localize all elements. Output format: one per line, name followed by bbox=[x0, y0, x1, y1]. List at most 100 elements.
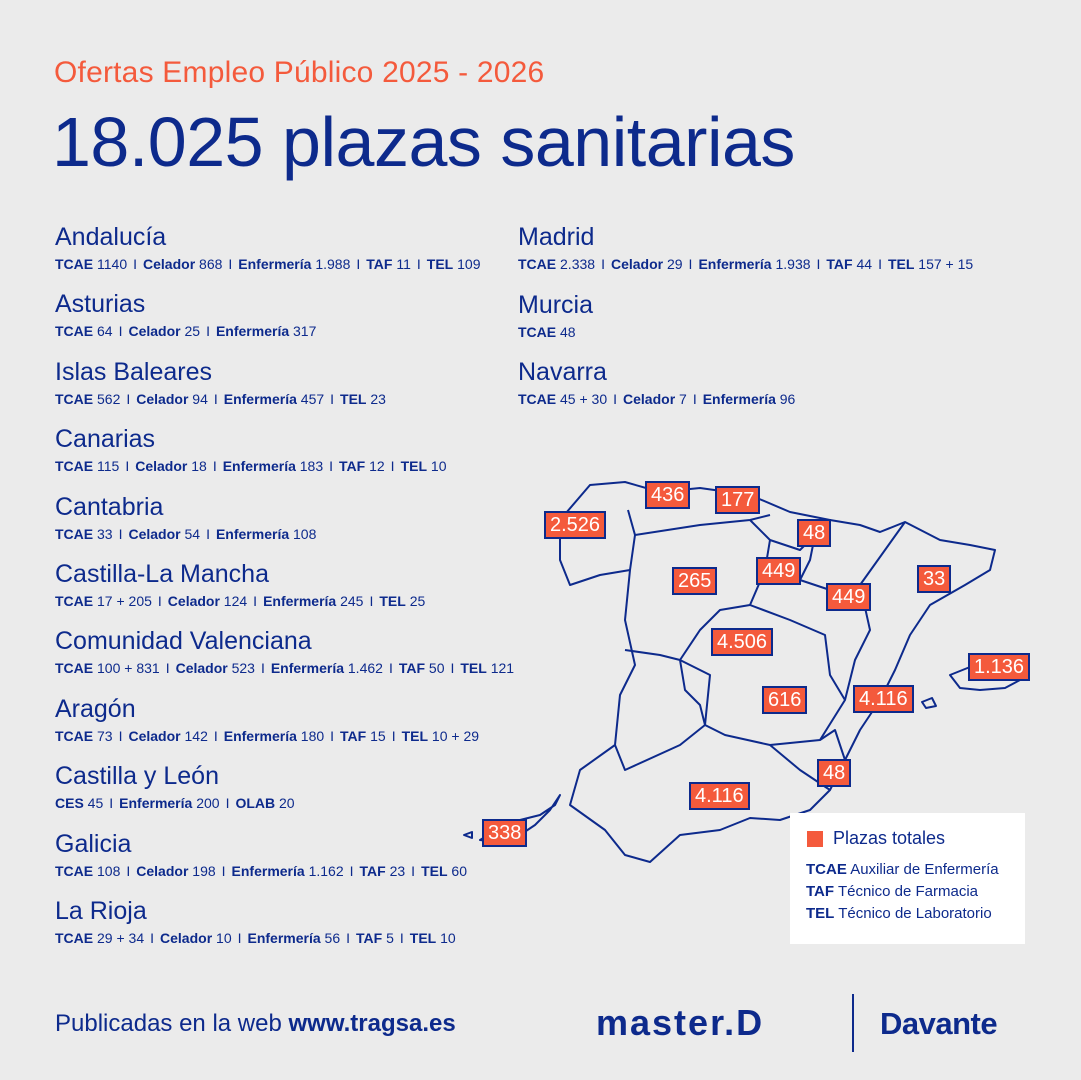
detail-label: Enfermería bbox=[223, 728, 297, 744]
detail-separator: I bbox=[816, 256, 821, 272]
detail-value: 60 bbox=[447, 863, 467, 879]
detail-label: Celador bbox=[610, 256, 664, 272]
region-name: Navarra bbox=[518, 358, 607, 386]
detail-separator: I bbox=[206, 323, 210, 339]
detail-label: TEL bbox=[379, 593, 406, 609]
detail-label: Enfermería bbox=[231, 863, 305, 879]
detail-label: TAF bbox=[366, 256, 393, 272]
detail-separator: I bbox=[878, 256, 882, 272]
detail-label: Celador bbox=[136, 391, 189, 407]
map-badge-murcia: 48 bbox=[817, 759, 852, 787]
detail-value: 198 bbox=[188, 863, 216, 879]
region-name: Madrid bbox=[518, 223, 595, 251]
detail-label: TCAE bbox=[55, 256, 94, 272]
detail-label: TCAE bbox=[518, 391, 557, 407]
region-cantabria: Cantabria TCAE 33 I Celador 54 I Enfermería … bbox=[55, 492, 316, 543]
detail-label: TEL bbox=[460, 660, 487, 676]
region-name: Castilla y León bbox=[55, 762, 219, 790]
region-details: TCAE 29 + 34 I Celador 10 I Enfermería 56 I TA… bbox=[55, 929, 456, 947]
detail-label: Enfermería bbox=[238, 256, 312, 272]
region-castilla-la-mancha: Castilla-La Mancha TCAE 17 + 205 I Celador… bbox=[55, 559, 425, 610]
detail-label: TEL bbox=[340, 391, 367, 407]
detail-separator: I bbox=[329, 458, 334, 474]
detail-value: 15 bbox=[366, 728, 386, 744]
detail-value: 180 bbox=[296, 728, 325, 744]
detail-separator: I bbox=[109, 795, 114, 811]
region-la-rioja: La Rioja TCAE 29 + 34 I Celador 10 I Enferme… bbox=[55, 896, 456, 947]
region-castilla-y-leon: Castilla y León CES 45 I Enfermería 200 I OL… bbox=[55, 761, 295, 812]
region-name: Asturias bbox=[55, 290, 146, 318]
detail-value: 157 + 15 bbox=[914, 256, 974, 272]
region-name: Galicia bbox=[55, 830, 132, 858]
region-details: TCAE 73 I Celador 142 I Enfermería 180 I TAF 1… bbox=[55, 727, 479, 745]
region-name: Comunidad Valenciana bbox=[55, 627, 312, 655]
detail-value: 100 + 831 bbox=[93, 660, 160, 676]
detail-separator: I bbox=[237, 930, 242, 946]
region-details: TCAE 108 I Celador 198 I Enfermería 1.162 I TA… bbox=[55, 862, 467, 880]
detail-label: Celador bbox=[128, 728, 181, 744]
region-murcia: Murcia TCAE 48 bbox=[518, 290, 593, 341]
detail-label: TCAE bbox=[55, 458, 94, 474]
region-name: Murcia bbox=[518, 291, 594, 319]
detail-value: 23 bbox=[385, 863, 406, 879]
detail-label: Celador bbox=[623, 391, 676, 407]
detail-label: Celador bbox=[128, 323, 181, 339]
footer-url[interactable]: www.tragsa.es bbox=[288, 1010, 456, 1037]
detail-separator: I bbox=[118, 526, 123, 542]
detail-label: TEL bbox=[426, 256, 454, 272]
legend-item-tcae: TCAE Auxiliar de Enfermería bbox=[806, 861, 999, 878]
detail-value: 457 bbox=[296, 391, 325, 407]
detail-label: CES bbox=[55, 795, 84, 811]
detail-label: TCAE bbox=[518, 256, 557, 272]
region-details: TCAE 45 + 30 I Celador 7 I Enfermería 96 bbox=[518, 390, 795, 408]
detail-value: 115 bbox=[93, 458, 120, 474]
detail-value: 562 bbox=[93, 391, 121, 407]
detail-value: 1140 bbox=[93, 256, 128, 272]
detail-label: TAF bbox=[359, 863, 386, 879]
region-navarra: Navarra TCAE 45 + 30 I Celador 7 I Enfermerí… bbox=[518, 357, 795, 408]
map-badge-cantabria: 177 bbox=[715, 486, 761, 514]
detail-label: TCAE bbox=[55, 593, 94, 609]
detail-value: 94 bbox=[188, 391, 208, 407]
detail-separator: I bbox=[212, 458, 217, 474]
detail-separator: I bbox=[330, 728, 335, 744]
detail-separator: I bbox=[399, 930, 404, 946]
detail-separator: I bbox=[221, 863, 226, 879]
detail-label: TEL bbox=[400, 458, 428, 474]
map-badge-comunidad-valenciana: 4.116 bbox=[853, 685, 914, 713]
detail-label: TAF bbox=[356, 930, 383, 946]
detail-label: OLAB bbox=[235, 795, 276, 811]
detail-label: Celador bbox=[160, 930, 213, 946]
detail-label: Enfermería bbox=[263, 593, 337, 609]
detail-label: Enfermería bbox=[270, 660, 344, 676]
subtitle: Ofertas Empleo Público 2025 - 2026 bbox=[54, 56, 545, 89]
detail-label: TCAE bbox=[55, 930, 94, 946]
detail-value: 5 bbox=[382, 930, 394, 946]
detail-separator: I bbox=[349, 863, 354, 879]
detail-label: TCAE bbox=[55, 526, 94, 542]
region-details: CES 45 I Enfermería 200 I OLAB 20 bbox=[55, 794, 295, 812]
detail-label: TCAE bbox=[518, 324, 557, 340]
legend-item-taf: TAF Técnico de Farmacia bbox=[806, 883, 979, 900]
detail-value: 56 bbox=[320, 930, 341, 946]
region-galicia: Galicia TCAE 108 I Celador 198 I Enfermería … bbox=[55, 829, 467, 880]
region-details: TCAE 2.338 I Celador 29 I Enfermería 1.938 I T… bbox=[518, 255, 973, 273]
map-badge-la-rioja: 449 bbox=[756, 557, 802, 585]
region-details: TCAE 115 I Celador 18 I Enfermería 183 I TAF 1… bbox=[55, 457, 446, 475]
detail-value: 10 bbox=[427, 458, 447, 474]
detail-value: 25 bbox=[180, 323, 201, 339]
detail-separator: I bbox=[213, 391, 218, 407]
detail-value: 124 bbox=[219, 593, 248, 609]
detail-separator: I bbox=[390, 458, 395, 474]
detail-value: 29 bbox=[663, 256, 683, 272]
region-name: La Rioja bbox=[55, 897, 147, 925]
detail-label: TCAE bbox=[55, 728, 94, 744]
detail-separator: I bbox=[150, 930, 155, 946]
peninsula-outline bbox=[559, 481, 996, 863]
detail-value: 33 bbox=[93, 526, 113, 542]
detail-label: TCAE bbox=[55, 391, 94, 407]
detail-label: Celador bbox=[128, 526, 181, 542]
footer-text: Publicadas en la web www.tragsa.es bbox=[55, 1010, 456, 1037]
detail-separator: I bbox=[253, 593, 258, 609]
detail-separator: I bbox=[118, 323, 123, 339]
